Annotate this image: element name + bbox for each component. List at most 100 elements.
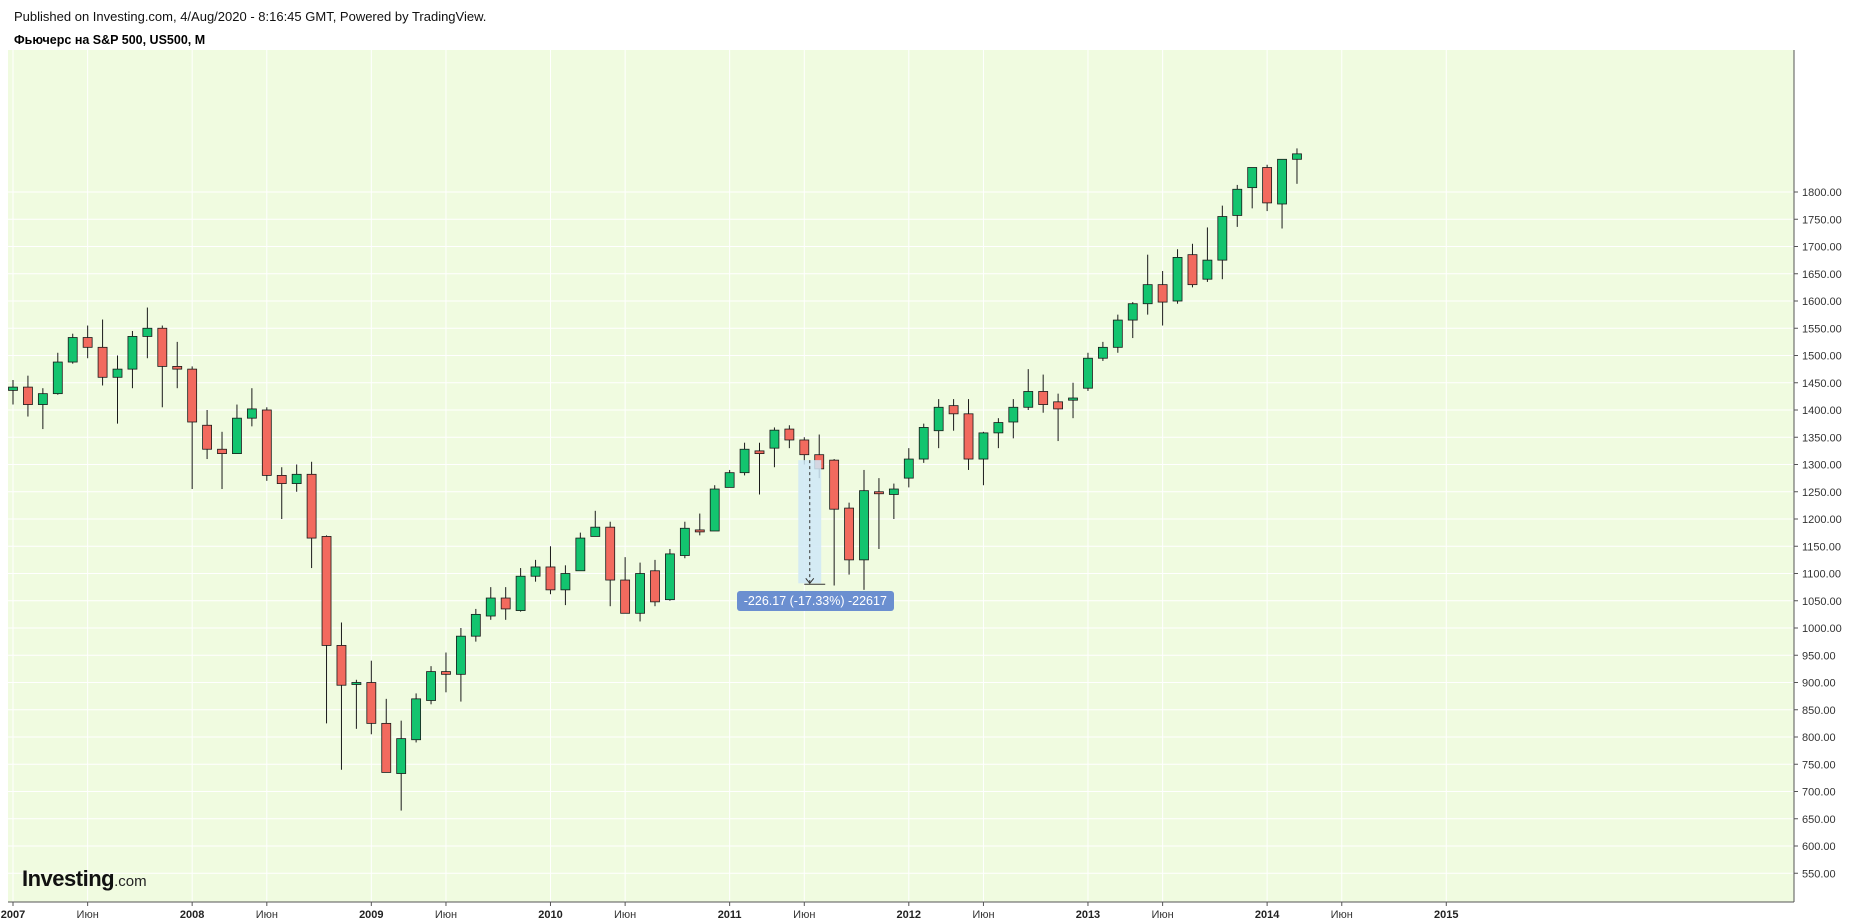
candle-body <box>276 474 287 484</box>
candle <box>739 442 750 476</box>
candle-body <box>500 597 511 610</box>
candle-body <box>1142 284 1153 305</box>
candle-body <box>1157 284 1168 303</box>
candle-body <box>1232 188 1243 216</box>
candle <box>859 469 869 590</box>
candle <box>366 660 377 735</box>
y-tick-label: 1200.00 <box>1802 514 1842 526</box>
candle <box>694 513 705 536</box>
candle-body <box>381 722 392 773</box>
candle-body <box>470 613 481 637</box>
candle <box>1292 148 1302 184</box>
x-tick-label: Июн <box>435 909 457 921</box>
candle-body <box>769 429 780 449</box>
candle-body <box>918 427 929 460</box>
candle <box>500 587 511 620</box>
candle <box>844 502 854 575</box>
candle-body <box>650 570 660 603</box>
candle <box>112 355 123 424</box>
candle <box>635 562 645 622</box>
candle-body <box>515 575 526 611</box>
candle-body <box>635 573 645 614</box>
candle <box>157 325 168 408</box>
candle <box>1008 399 1019 439</box>
candle-body <box>620 579 631 614</box>
candle <box>888 483 899 519</box>
candle-body <box>903 458 914 479</box>
candle <box>515 568 526 612</box>
candle-body <box>187 368 198 423</box>
candle-body <box>8 386 18 391</box>
candle-body <box>232 417 242 454</box>
candle <box>1262 164 1273 212</box>
candle <box>1023 369 1034 410</box>
candle <box>799 437 810 465</box>
candle <box>978 431 989 486</box>
candle <box>336 622 347 770</box>
candle <box>1187 243 1198 288</box>
candle-body <box>366 682 377 724</box>
candle <box>918 423 929 463</box>
candle <box>485 587 496 620</box>
candle <box>650 559 660 607</box>
candle <box>381 698 392 773</box>
candle-body <box>665 553 675 601</box>
candle-body <box>396 738 407 774</box>
candle <box>426 666 436 705</box>
candle-body <box>560 573 571 591</box>
candle-body <box>545 566 556 591</box>
candle-body <box>963 413 974 460</box>
x-tick-label: Июн <box>972 909 994 921</box>
candle-body <box>1172 256 1183 302</box>
candle <box>351 679 362 729</box>
candle <box>829 459 840 586</box>
candle <box>470 608 481 642</box>
y-tick-label: 700.00 <box>1802 787 1836 799</box>
x-tick-label: 2011 <box>718 909 742 921</box>
y-tick-label: 1400.00 <box>1802 405 1842 417</box>
candle <box>67 333 78 364</box>
measure-arrow <box>805 577 815 585</box>
candle-body <box>530 566 541 577</box>
candle <box>1172 249 1183 304</box>
candle-body <box>261 409 272 476</box>
candle <box>321 535 332 724</box>
candle-body <box>1083 357 1093 389</box>
y-tick-label: 850.00 <box>1802 705 1836 717</box>
chart-title: Фьючерс на S&P 500, US500, M <box>14 33 206 47</box>
candle <box>590 510 601 537</box>
candle-body <box>217 448 227 454</box>
candle-body <box>993 422 1004 434</box>
candle <box>665 548 675 601</box>
candle <box>1232 184 1243 227</box>
published-info: Published on Investing.com, 4/Aug/2020 -… <box>14 9 487 24</box>
candle-body <box>799 439 810 456</box>
logo-main: Investing <box>22 866 115 891</box>
measure-label: -226.17 (-17.33%) -22617 <box>736 591 894 612</box>
x-tick-label: Июн <box>1151 909 1173 921</box>
candle <box>1097 341 1108 361</box>
y-tick-label: 1600.00 <box>1802 296 1842 308</box>
candle <box>246 388 257 427</box>
y-tick-label: 750.00 <box>1802 759 1836 771</box>
y-tick-label: 1000.00 <box>1802 623 1842 635</box>
candle <box>1068 382 1078 419</box>
plot-background <box>8 50 1794 902</box>
y-tick-label: 600.00 <box>1802 841 1836 853</box>
candle <box>530 559 541 582</box>
x-tick-label: 2010 <box>538 909 562 921</box>
candle-body <box>157 327 168 367</box>
candle-body <box>605 526 616 581</box>
y-tick-label: 1350.00 <box>1802 432 1842 444</box>
candle-body <box>709 488 720 532</box>
candle-body <box>978 432 989 460</box>
y-tick-label: 1300.00 <box>1802 460 1842 472</box>
candle-body <box>426 671 436 701</box>
candle <box>1157 271 1168 326</box>
x-tick-label: Июн <box>77 909 99 921</box>
y-tick-label: 900.00 <box>1802 678 1836 690</box>
candle <box>232 404 242 454</box>
candle <box>276 467 287 519</box>
candle-body <box>82 337 93 348</box>
